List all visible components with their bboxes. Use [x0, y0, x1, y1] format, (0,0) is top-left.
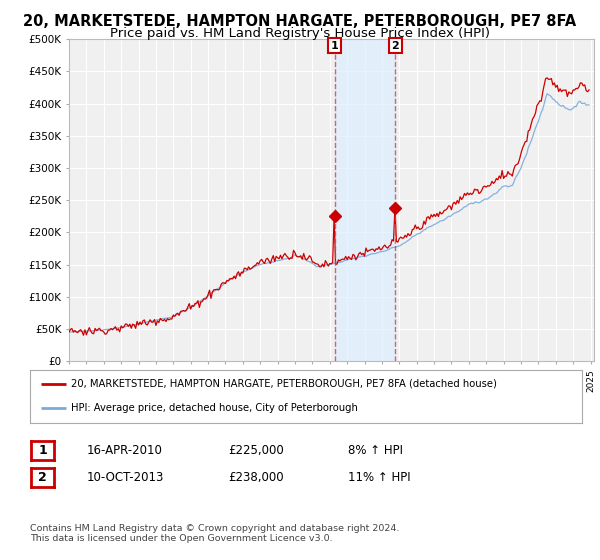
- Text: 20, MARKETSTEDE, HAMPTON HARGATE, PETERBOROUGH, PE7 8FA (detached house): 20, MARKETSTEDE, HAMPTON HARGATE, PETERB…: [71, 379, 497, 389]
- Text: 2: 2: [392, 41, 400, 50]
- Text: 16-APR-2010: 16-APR-2010: [87, 444, 163, 458]
- Text: HPI: Average price, detached house, City of Peterborough: HPI: Average price, detached house, City…: [71, 403, 358, 413]
- Text: 8% ↑ HPI: 8% ↑ HPI: [348, 444, 403, 458]
- Bar: [335, 39, 395, 361]
- Text: £238,000: £238,000: [228, 470, 284, 484]
- Text: 1: 1: [331, 41, 338, 50]
- Text: Price paid vs. HM Land Registry's House Price Index (HPI): Price paid vs. HM Land Registry's House …: [110, 27, 490, 40]
- Text: Contains HM Land Registry data © Crown copyright and database right 2024.
This d: Contains HM Land Registry data © Crown c…: [30, 524, 400, 543]
- Text: £225,000: £225,000: [228, 444, 284, 458]
- Text: 11% ↑ HPI: 11% ↑ HPI: [348, 470, 410, 484]
- Text: 1: 1: [38, 444, 47, 458]
- Text: 10-OCT-2013: 10-OCT-2013: [87, 470, 164, 484]
- Text: 2: 2: [38, 470, 47, 484]
- Text: 20, MARKETSTEDE, HAMPTON HARGATE, PETERBOROUGH, PE7 8FA: 20, MARKETSTEDE, HAMPTON HARGATE, PETERB…: [23, 14, 577, 29]
